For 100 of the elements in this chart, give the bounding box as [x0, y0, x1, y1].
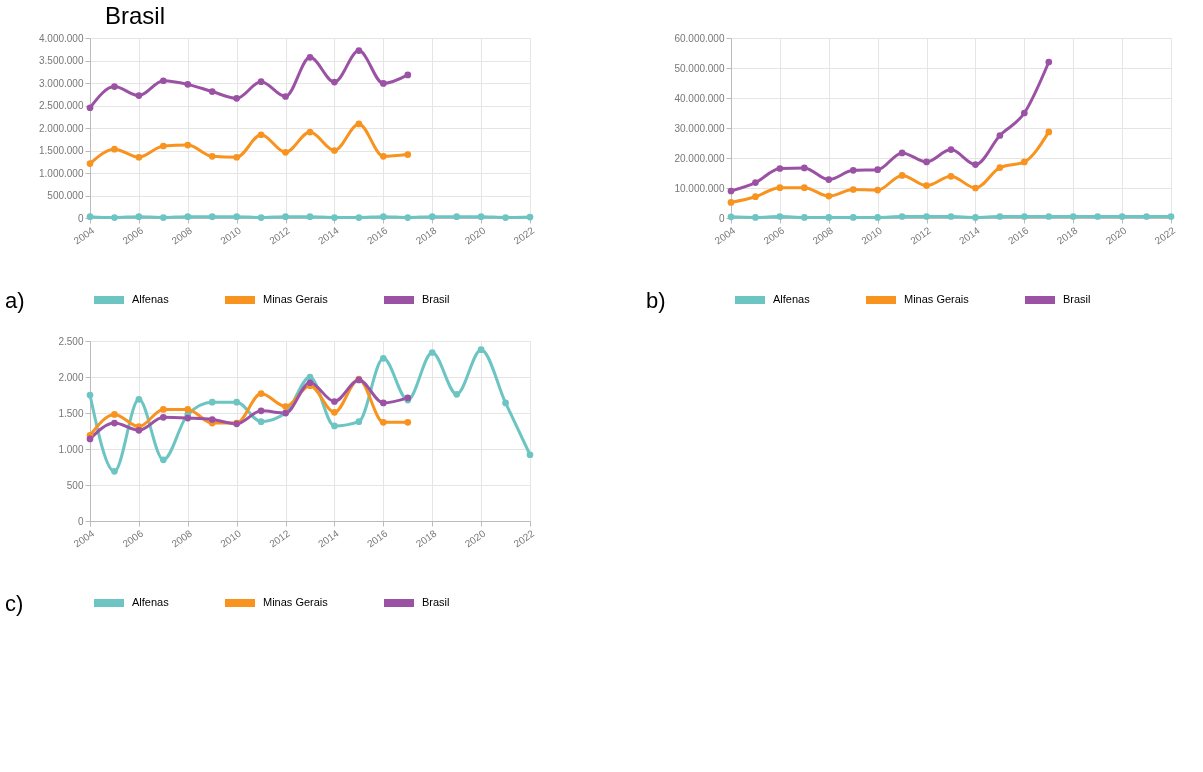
point	[379, 80, 387, 87]
legend-label: Brasil	[422, 596, 450, 608]
y-tick-label: 3.500.000	[39, 55, 84, 66]
legend-label: Alfenas	[132, 596, 170, 608]
chart-title: Brasil	[105, 2, 166, 29]
point	[1020, 158, 1028, 166]
point	[502, 399, 509, 407]
y-tick-label: 500.000	[47, 190, 84, 201]
point	[849, 166, 857, 174]
point	[379, 399, 387, 407]
point	[1167, 213, 1175, 220]
point	[111, 419, 118, 427]
point	[526, 451, 534, 459]
y-tick-label: 1.500	[58, 407, 84, 419]
point	[355, 47, 363, 54]
point	[331, 408, 338, 416]
point	[233, 213, 241, 220]
point	[923, 182, 930, 189]
point	[135, 213, 143, 220]
point	[996, 132, 1004, 139]
point	[849, 214, 857, 221]
point	[184, 141, 192, 149]
point	[184, 414, 192, 422]
point	[972, 184, 979, 192]
text: b)	[646, 288, 666, 313]
point	[208, 398, 216, 406]
legend-label: Alfenas	[773, 293, 811, 305]
point	[233, 153, 241, 161]
point	[208, 88, 216, 95]
y-tick-label: 20.000.000	[674, 152, 725, 164]
x-tick-label: 2010	[859, 224, 885, 247]
point	[727, 187, 735, 195]
point	[135, 153, 143, 161]
point	[752, 179, 759, 186]
point	[404, 419, 412, 426]
point	[776, 184, 784, 192]
point	[233, 398, 241, 406]
point	[727, 199, 735, 206]
point	[257, 390, 265, 397]
y-tick-label: 50.000.000	[674, 62, 725, 74]
point	[502, 214, 509, 221]
point	[996, 213, 1004, 220]
point	[111, 467, 118, 475]
point	[282, 403, 289, 410]
point	[86, 435, 94, 443]
point	[159, 214, 167, 221]
point	[923, 158, 930, 166]
point	[1069, 213, 1077, 220]
x-tick-label: 2012	[267, 224, 293, 247]
point	[257, 78, 265, 85]
point	[800, 164, 808, 172]
x-tick-label: 2012	[908, 224, 934, 247]
point	[208, 153, 216, 160]
point	[282, 213, 289, 220]
x-tick-label: 2012	[267, 527, 293, 550]
y-tick-label: 2.000	[58, 371, 84, 383]
point	[257, 407, 265, 415]
point	[453, 390, 461, 398]
point	[404, 71, 412, 79]
point	[379, 419, 387, 426]
point	[379, 213, 387, 220]
point	[257, 131, 265, 139]
point	[159, 456, 167, 464]
point	[404, 151, 412, 158]
y-tick-label: 60.000.000	[674, 32, 725, 44]
text: a)	[5, 288, 25, 313]
point	[135, 395, 143, 403]
point	[874, 166, 882, 174]
point	[874, 186, 882, 194]
point	[1020, 109, 1028, 117]
point	[184, 213, 192, 220]
y-tick-label: 1.000	[58, 443, 84, 455]
point	[111, 145, 118, 153]
y-tick-label: 1.500.000	[39, 145, 84, 156]
point	[1020, 213, 1028, 220]
point	[923, 213, 930, 220]
point	[86, 160, 94, 167]
point	[111, 83, 118, 90]
y-tick-label: 0	[718, 212, 725, 224]
point	[306, 54, 314, 61]
point	[159, 406, 167, 413]
point	[825, 176, 833, 183]
y-tick-label: 40.000.000	[674, 92, 725, 104]
point	[825, 192, 833, 200]
point	[825, 214, 833, 221]
y-tick-label: 500	[66, 479, 84, 491]
point	[996, 164, 1004, 171]
y-tick-label: 3.000.000	[39, 77, 84, 89]
point	[331, 214, 338, 221]
point	[184, 406, 192, 413]
y-tick-label: 1.000.000	[39, 167, 84, 179]
point	[306, 373, 314, 381]
point	[379, 153, 387, 160]
x-tick-label: 2010	[218, 224, 244, 247]
point	[453, 213, 461, 220]
point	[849, 186, 857, 193]
point	[1143, 213, 1150, 220]
point	[800, 214, 808, 221]
legend-label: Minas Gerais	[263, 293, 329, 305]
point	[282, 148, 289, 156]
